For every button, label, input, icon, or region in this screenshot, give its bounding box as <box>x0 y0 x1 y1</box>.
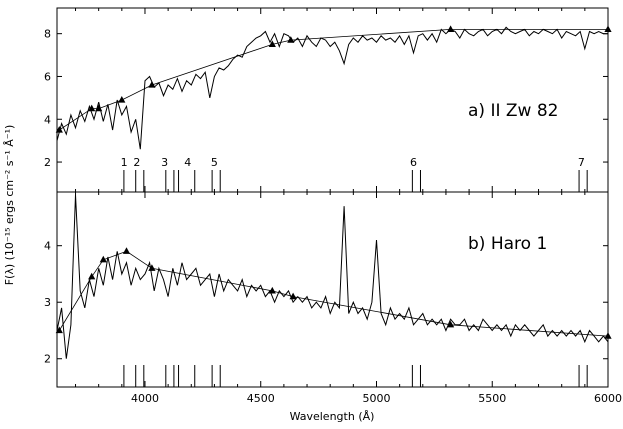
continuum-point <box>88 104 96 112</box>
line-number: 1 <box>121 156 128 169</box>
continuum-point <box>447 320 455 328</box>
continuum-line <box>58 250 609 337</box>
panel-top-ticks: 2 4 6 8 <box>44 8 609 192</box>
line-number: 5 <box>211 156 218 169</box>
continuum-point <box>268 286 276 294</box>
panel-bottom-label: b) Haro 1 <box>468 234 547 254</box>
continuum-point <box>122 247 131 254</box>
x-tick-label: 4000 <box>131 392 159 405</box>
continuum-point <box>148 264 156 271</box>
continuum-point <box>148 81 156 88</box>
continuum-point <box>604 25 612 32</box>
x-tick-label: 5000 <box>362 392 390 405</box>
continuum-point <box>289 292 297 300</box>
continuum-point <box>55 326 63 334</box>
spectrum-line <box>56 194 609 359</box>
continuum-point <box>95 104 103 112</box>
continuum-point <box>88 272 96 280</box>
x-tick-label: 5500 <box>478 392 506 405</box>
continuum-point <box>118 96 126 103</box>
line-number: 6 <box>410 156 417 169</box>
y-tick-label: 4 <box>44 240 51 253</box>
y-tick-label: 2 <box>44 156 51 169</box>
continuum-point <box>287 36 295 43</box>
panel-bottom-ticks: 2 3 4 <box>44 192 609 387</box>
line-number: 3 <box>161 156 168 169</box>
continuum-point <box>55 126 63 133</box>
x-tick-label: 6000 <box>594 392 622 405</box>
x-axis: 4000 4500 5000 5500 6000 <box>131 392 622 405</box>
continuum-point <box>447 25 455 32</box>
panel-top-series <box>55 25 612 150</box>
panel-bottom-line-markers <box>123 365 588 387</box>
y-axis-title: F(λ) (10⁻¹⁵ ergs cm⁻² s⁻¹ Å⁻¹) <box>3 125 16 286</box>
panel-bottom: b) Haro 1 2 3 4 <box>44 191 612 388</box>
y-tick-label: 4 <box>44 113 51 126</box>
panel-bottom-frame <box>56 191 609 388</box>
continuum-point <box>99 255 107 263</box>
y-tick-label: 3 <box>44 296 51 309</box>
panel-bottom-series <box>55 194 612 359</box>
line-number: 2 <box>133 156 140 169</box>
spectrum-line <box>56 26 608 150</box>
y-tick-label: 2 <box>44 353 51 366</box>
panel-top-line-markers <box>123 170 588 192</box>
continuum-point <box>604 332 612 339</box>
continuum-point <box>268 40 276 47</box>
panel-top-label: a) II Zw 82 <box>468 101 558 121</box>
line-number: 7 <box>578 156 585 169</box>
y-tick-label: 8 <box>44 28 51 41</box>
line-number: 4 <box>184 156 191 169</box>
x-axis-title: Wavelength (Å) <box>290 410 375 423</box>
x-tick-label: 4500 <box>247 392 275 405</box>
y-tick-label: 6 <box>44 70 51 83</box>
